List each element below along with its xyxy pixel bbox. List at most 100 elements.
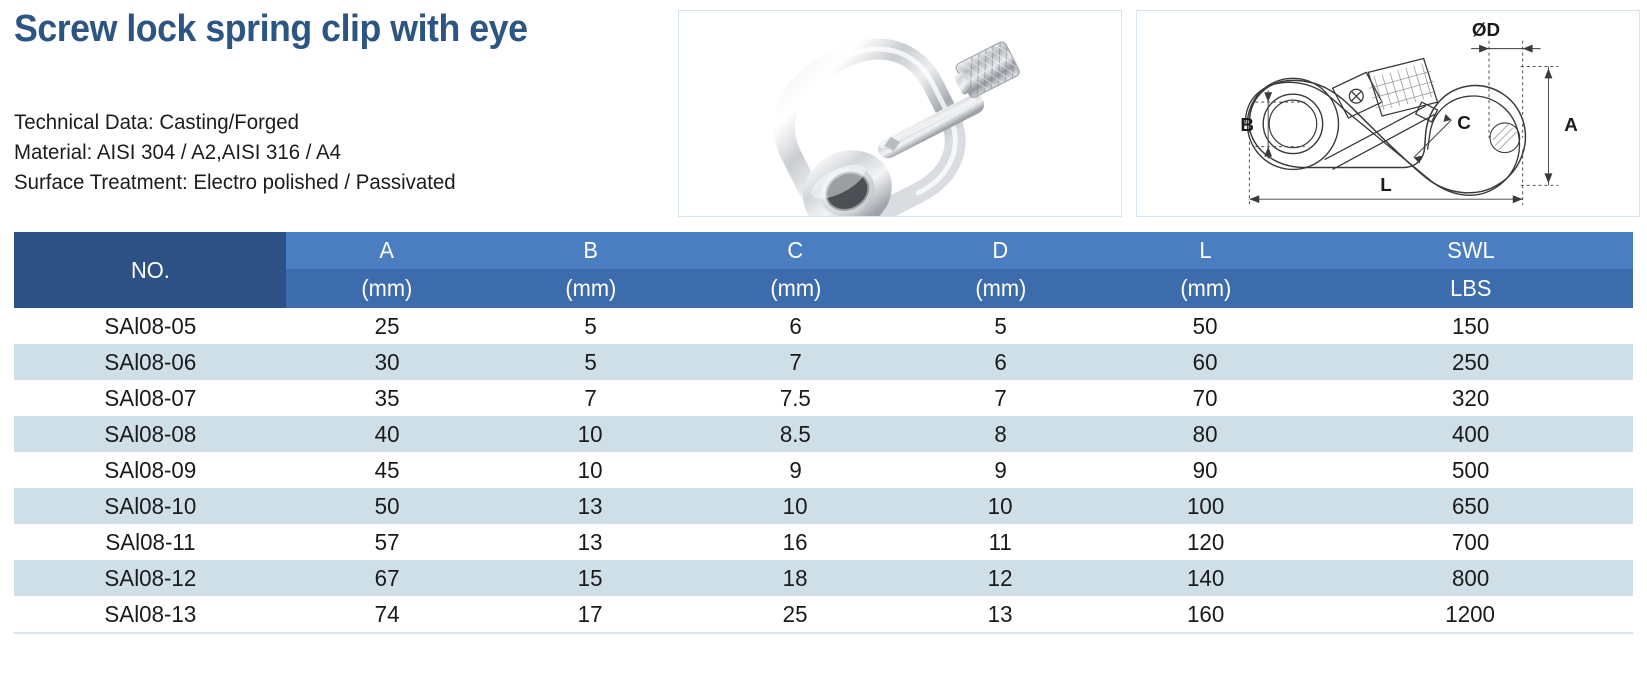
cell-swl: 250 xyxy=(1308,344,1633,380)
cell-value: 320 xyxy=(1451,385,1490,411)
cell-no: SAl08-06 xyxy=(14,344,286,380)
technical-drawing-image: C B A xyxy=(1138,11,1638,216)
cell-value: SAl08-06 xyxy=(104,349,196,375)
cell-a: 74 xyxy=(286,596,488,634)
cell-l: 120 xyxy=(1103,524,1308,560)
dimension-a xyxy=(1520,66,1559,186)
table-row: SAl08-12 67 15 18 12 140 800 xyxy=(14,560,1633,596)
cell-value: 25 xyxy=(783,601,808,627)
technical-spec-list: Technical Data: Casting/Forged Material:… xyxy=(14,107,664,197)
cell-value: 400 xyxy=(1451,421,1490,447)
cell-c: 7 xyxy=(693,344,898,380)
cell-value: 800 xyxy=(1451,565,1490,591)
column-unit-c: (mm) xyxy=(693,269,898,308)
cell-a: 40 xyxy=(286,416,488,452)
cell-value: 17 xyxy=(578,601,603,627)
cell-value: 100 xyxy=(1186,493,1225,519)
dimension-c xyxy=(1413,113,1452,164)
column-header-no: NO. xyxy=(14,232,286,308)
cell-value: 80 xyxy=(1193,421,1218,447)
cell-value: 650 xyxy=(1451,493,1490,519)
cell-no: SAl08-08 xyxy=(14,416,286,452)
cell-value: 10 xyxy=(783,493,808,519)
cell-d: 9 xyxy=(898,452,1103,488)
cell-a: 57 xyxy=(286,524,488,560)
cell-b: 15 xyxy=(488,560,693,596)
cell-value: 250 xyxy=(1451,349,1490,375)
cell-l: 140 xyxy=(1103,560,1308,596)
cell-no: SAl08-07 xyxy=(14,380,286,416)
table-header: NO. A B C D L SWL xyxy=(14,232,1633,308)
cell-l: 60 xyxy=(1103,344,1308,380)
cell-d: 6 xyxy=(898,344,1103,380)
cell-value: 60 xyxy=(1193,349,1218,375)
column-unit-swl: LBS xyxy=(1308,269,1633,308)
cell-l: 90 xyxy=(1103,452,1308,488)
cell-d: 11 xyxy=(898,524,1103,560)
technical-drawing-panel: C B A xyxy=(1136,10,1640,217)
product-photo-panel xyxy=(678,10,1122,217)
cell-no: SAl08-05 xyxy=(14,308,286,344)
cell-d: 10 xyxy=(898,488,1103,524)
cell-no: SAl08-09 xyxy=(14,452,286,488)
cell-swl: 500 xyxy=(1308,452,1633,488)
header-section: Screw lock spring clip with eye Technica… xyxy=(0,0,1647,228)
cell-value: 50 xyxy=(374,493,400,519)
specification-table: NO. A B C D L SWL xyxy=(14,232,1633,634)
cell-value: 5 xyxy=(994,313,1007,339)
cell-value: 9 xyxy=(994,457,1007,483)
cell-a: 30 xyxy=(286,344,488,380)
cell-value: 74 xyxy=(374,601,400,627)
cell-value: SAl08-13 xyxy=(104,601,196,627)
gate-arm xyxy=(877,94,985,159)
table-row: SAl08-11 57 13 16 11 120 700 xyxy=(14,524,1633,560)
dimension-b xyxy=(1255,90,1305,159)
cell-value: 6 xyxy=(994,349,1007,375)
dimension-diameter xyxy=(1471,40,1541,138)
cell-value: 500 xyxy=(1451,457,1490,483)
cell-no: SAl08-11 xyxy=(14,524,286,560)
cell-value: 7 xyxy=(994,385,1007,411)
column-header-a: A xyxy=(286,232,488,269)
cell-b: 5 xyxy=(488,344,693,380)
cell-swl: 650 xyxy=(1308,488,1633,524)
cell-swl: 700 xyxy=(1308,524,1633,560)
product-photo-image xyxy=(680,11,1120,216)
cell-value: 700 xyxy=(1451,529,1490,555)
cell-value: 10 xyxy=(578,421,603,447)
cell-c: 25 xyxy=(693,596,898,634)
cell-b: 10 xyxy=(488,452,693,488)
cell-value: SAl08-10 xyxy=(104,493,196,519)
cell-c: 10 xyxy=(693,488,898,524)
table-header-row-units: (mm) (mm) (mm) (mm) (mm) LBS xyxy=(14,269,1633,308)
column-header-l: L xyxy=(1103,232,1308,269)
column-header-b: B xyxy=(488,232,693,269)
cell-value: 10 xyxy=(988,493,1013,519)
cell-value: SAl08-05 xyxy=(104,313,196,339)
dimension-l xyxy=(1248,129,1524,206)
cell-value: 120 xyxy=(1186,529,1225,555)
cell-value: 45 xyxy=(374,457,400,483)
cell-value: 15 xyxy=(578,565,603,591)
cell-value: 13 xyxy=(578,493,603,519)
cell-value: 30 xyxy=(374,349,400,375)
hook-outline-outer xyxy=(1244,81,1521,196)
table-row: SAl08-07 35 7 7.5 7 70 320 xyxy=(14,380,1633,416)
cell-value: 150 xyxy=(1451,313,1490,339)
cell-value: 13 xyxy=(988,601,1013,627)
dimension-label-l: L xyxy=(1380,174,1391,195)
cell-no: SAl08-13 xyxy=(14,596,286,634)
cell-a: 45 xyxy=(286,452,488,488)
cell-b: 13 xyxy=(488,488,693,524)
cell-value: 35 xyxy=(374,385,400,411)
cell-value: 50 xyxy=(1193,313,1218,339)
cell-value: 5 xyxy=(584,313,597,339)
spec-line-material: Material: AISI 304 / A2,AISI 316 / A4 xyxy=(14,140,342,164)
cell-a: 50 xyxy=(286,488,488,524)
cell-l: 100 xyxy=(1103,488,1308,524)
product-info-block: Screw lock spring clip with eye Technica… xyxy=(14,6,664,197)
cell-a: 35 xyxy=(286,380,488,416)
spec-line-surface-treatment: Surface Treatment: Electro polished / Pa… xyxy=(14,170,456,194)
cell-d: 5 xyxy=(898,308,1103,344)
table-header-row-labels: NO. A B C D L SWL xyxy=(14,232,1633,308)
